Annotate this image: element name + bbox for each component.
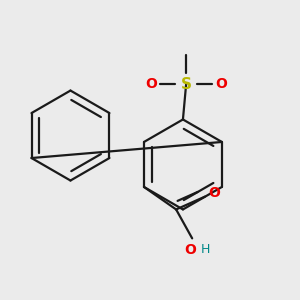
Text: H: H <box>200 243 210 256</box>
Text: O: O <box>209 186 220 200</box>
Text: O: O <box>216 77 227 91</box>
Text: S: S <box>181 76 192 92</box>
Text: O: O <box>145 77 157 91</box>
Text: O: O <box>184 243 196 256</box>
